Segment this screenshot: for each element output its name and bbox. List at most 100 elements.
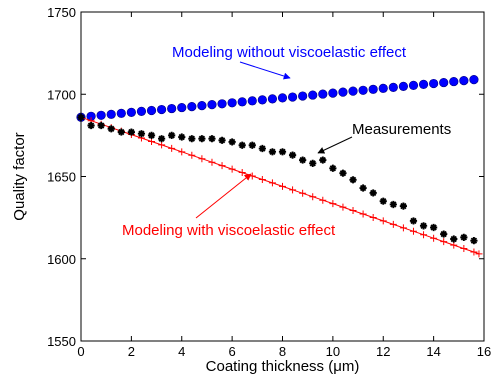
data-point [439, 77, 449, 88]
data-point [389, 220, 397, 228]
annotation-with-viscoelastic: Modeling with viscoelastic effect [122, 222, 336, 239]
data-point [398, 81, 409, 91]
y-tick-label: 1700 [47, 87, 76, 102]
data-point [450, 241, 458, 249]
data-point [178, 133, 186, 141]
annotations: Modeling without viscoelastic effect Meas… [122, 44, 451, 239]
data-point [278, 148, 287, 156]
data-point [430, 223, 438, 232]
data-point [349, 176, 357, 184]
data-point [277, 93, 288, 103]
data-point [136, 106, 147, 116]
data-point [117, 128, 125, 136]
data-point [460, 245, 468, 253]
data-point [298, 91, 308, 101]
data-point [378, 83, 388, 93]
data-point [168, 144, 176, 152]
data-point [318, 89, 328, 99]
data-point [146, 105, 157, 116]
data-point [388, 82, 398, 92]
data-point [379, 197, 387, 205]
data-point [158, 141, 166, 149]
x-tick-label: 12 [376, 344, 390, 359]
data-point [268, 148, 277, 156]
data-point [157, 104, 167, 115]
data-point [96, 110, 106, 120]
data-point [470, 237, 478, 245]
data-point [188, 151, 196, 159]
data-point [258, 175, 266, 183]
data-point [299, 156, 307, 164]
data-point [228, 165, 236, 173]
plot-frame [80, 11, 485, 342]
data-point [440, 230, 448, 238]
data-point [389, 200, 397, 209]
data-point [475, 250, 483, 258]
y-tick-label: 1750 [47, 5, 76, 20]
x-tick-label: 4 [178, 344, 185, 359]
data-point [268, 179, 276, 187]
data-marks [76, 75, 483, 258]
data-point [469, 75, 479, 85]
data-point [248, 172, 256, 180]
data-point [238, 141, 246, 149]
data-point [127, 128, 135, 136]
data-point [429, 78, 439, 89]
arrow-with-viscoelastic [195, 173, 252, 219]
data-point [440, 238, 448, 246]
data-point [299, 189, 307, 197]
data-point [309, 193, 317, 201]
x-tick-label: 14 [426, 344, 440, 359]
data-point [207, 100, 217, 110]
data-point [379, 217, 387, 225]
data-point [449, 76, 459, 87]
data-point [399, 224, 407, 232]
data-point [247, 96, 257, 106]
x-tick-label: 6 [229, 344, 236, 359]
data-point [339, 203, 347, 211]
data-point [409, 217, 418, 225]
data-point [147, 131, 156, 139]
data-point [308, 90, 318, 100]
annotation-measurements: Measurements [352, 121, 451, 138]
x-tick-label: 2 [128, 344, 135, 359]
data-point [359, 184, 367, 192]
x-axis-label: Coating thickness (μm) [206, 358, 360, 375]
data-point [248, 141, 256, 149]
data-point [368, 84, 378, 94]
data-point [198, 155, 206, 163]
data-point [460, 233, 468, 241]
data-point [217, 99, 227, 109]
arrow-without-viscoelastic [239, 61, 291, 80]
data-point [267, 94, 278, 104]
data-point [279, 182, 286, 190]
data-point [418, 79, 429, 89]
data-point [338, 87, 348, 97]
data-point [408, 80, 419, 90]
data-point [369, 189, 377, 197]
data-point [288, 151, 297, 159]
data-point [359, 210, 367, 218]
data-point [309, 159, 317, 167]
data-point [116, 108, 126, 118]
data-point [420, 231, 428, 239]
x-tick-label: 0 [77, 344, 84, 359]
data-point [470, 248, 478, 256]
data-point [358, 85, 368, 95]
series-0 [76, 75, 479, 122]
y-tick-label: 1650 [47, 170, 76, 185]
data-point [227, 98, 237, 108]
data-point [459, 75, 469, 86]
annotation-without-viscoelastic: Modeling without viscoelastic effect [172, 44, 407, 61]
data-point [87, 121, 95, 130]
data-point [238, 169, 246, 177]
data-point [339, 169, 347, 177]
data-point [409, 227, 417, 235]
data-point [177, 102, 187, 113]
data-point [369, 213, 377, 221]
axis-ticks: 0 2 4 6 8 10 12 14 16 1550 1600 1650 1700 1750 [47, 5, 491, 359]
data-point [399, 202, 407, 210]
data-point [208, 158, 216, 166]
